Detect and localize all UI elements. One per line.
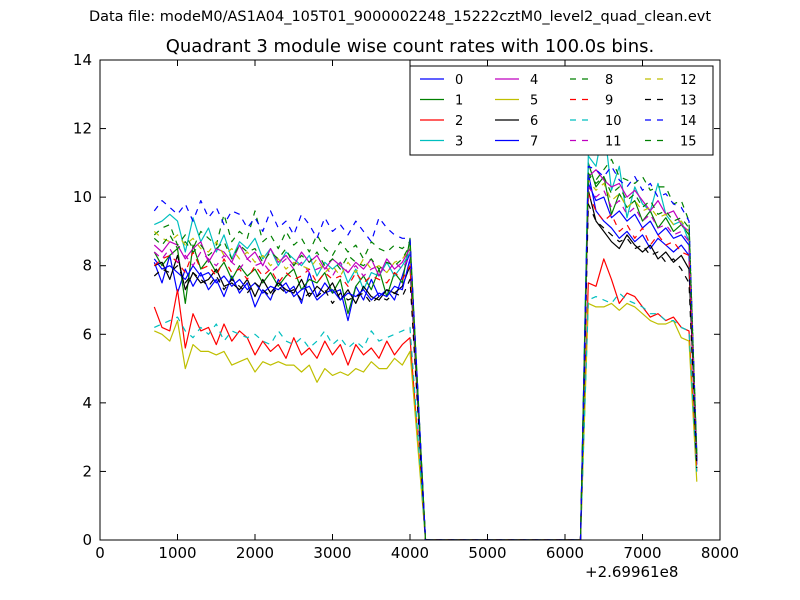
series-line-13 (153, 203, 698, 540)
legend-label-3: 3 (455, 135, 463, 150)
series-line-0 (153, 172, 698, 540)
x-tick-label: 8000 (701, 544, 739, 562)
chart-title: Quadrant 3 module wise count rates with … (165, 36, 655, 57)
y-tick-label: 2 (82, 462, 92, 480)
y-tick-label: 0 (82, 531, 92, 549)
y-tick-label: 12 (73, 120, 92, 138)
legend-label-10: 10 (605, 114, 622, 129)
x-tick-label: 3000 (313, 544, 351, 562)
series-line-8 (153, 158, 698, 540)
series-line-12 (153, 179, 698, 540)
x-tick-label: 4000 (391, 544, 429, 562)
data-file-title: Data file: modeM0/AS1A04_105T01_90000022… (88, 9, 712, 25)
series-line-10 (154, 292, 698, 540)
series-line-9 (153, 193, 698, 540)
legend-label-11: 11 (605, 135, 622, 150)
series-line-5 (154, 302, 698, 540)
y-tick-label: 8 (82, 257, 92, 275)
legend-label-4: 4 (530, 73, 538, 88)
series-line-11 (153, 186, 698, 540)
series-line-15 (153, 172, 698, 540)
legend-label-0: 0 (455, 73, 463, 88)
y-tick-label: 14 (73, 51, 92, 69)
x-tick-label: 2000 (236, 544, 274, 562)
legend-label-8: 8 (605, 73, 613, 88)
legend-label-9: 9 (605, 94, 613, 109)
x-tick-label: 7000 (623, 544, 661, 562)
legend-label-12: 12 (680, 73, 697, 88)
series-line-14 (153, 165, 698, 540)
legend-label-1: 1 (455, 94, 463, 109)
legend-label-14: 14 (680, 114, 697, 129)
x-axis-offset-label: +2.69961e8 (585, 563, 679, 581)
series-lines (153, 124, 698, 540)
legend-label-15: 15 (680, 135, 697, 150)
series-line-6 (154, 189, 698, 540)
series-line-7 (153, 182, 698, 540)
y-tick-label: 10 (73, 188, 92, 206)
legend-label-6: 6 (530, 114, 538, 129)
legend-label-5: 5 (530, 94, 538, 109)
legend-label-7: 7 (530, 135, 538, 150)
legend-label-2: 2 (455, 114, 463, 129)
y-tick-label: 4 (82, 394, 92, 412)
series-line-2 (153, 258, 698, 540)
legend-label-13: 13 (680, 94, 697, 109)
x-tick-label: 1000 (158, 544, 196, 562)
x-tick-label: 6000 (546, 544, 584, 562)
series-line-4 (153, 169, 698, 540)
y-tick-label: 6 (82, 325, 92, 343)
x-tick-label: 0 (95, 544, 105, 562)
x-tick-label: 5000 (468, 544, 506, 562)
series-line-1 (153, 162, 698, 540)
